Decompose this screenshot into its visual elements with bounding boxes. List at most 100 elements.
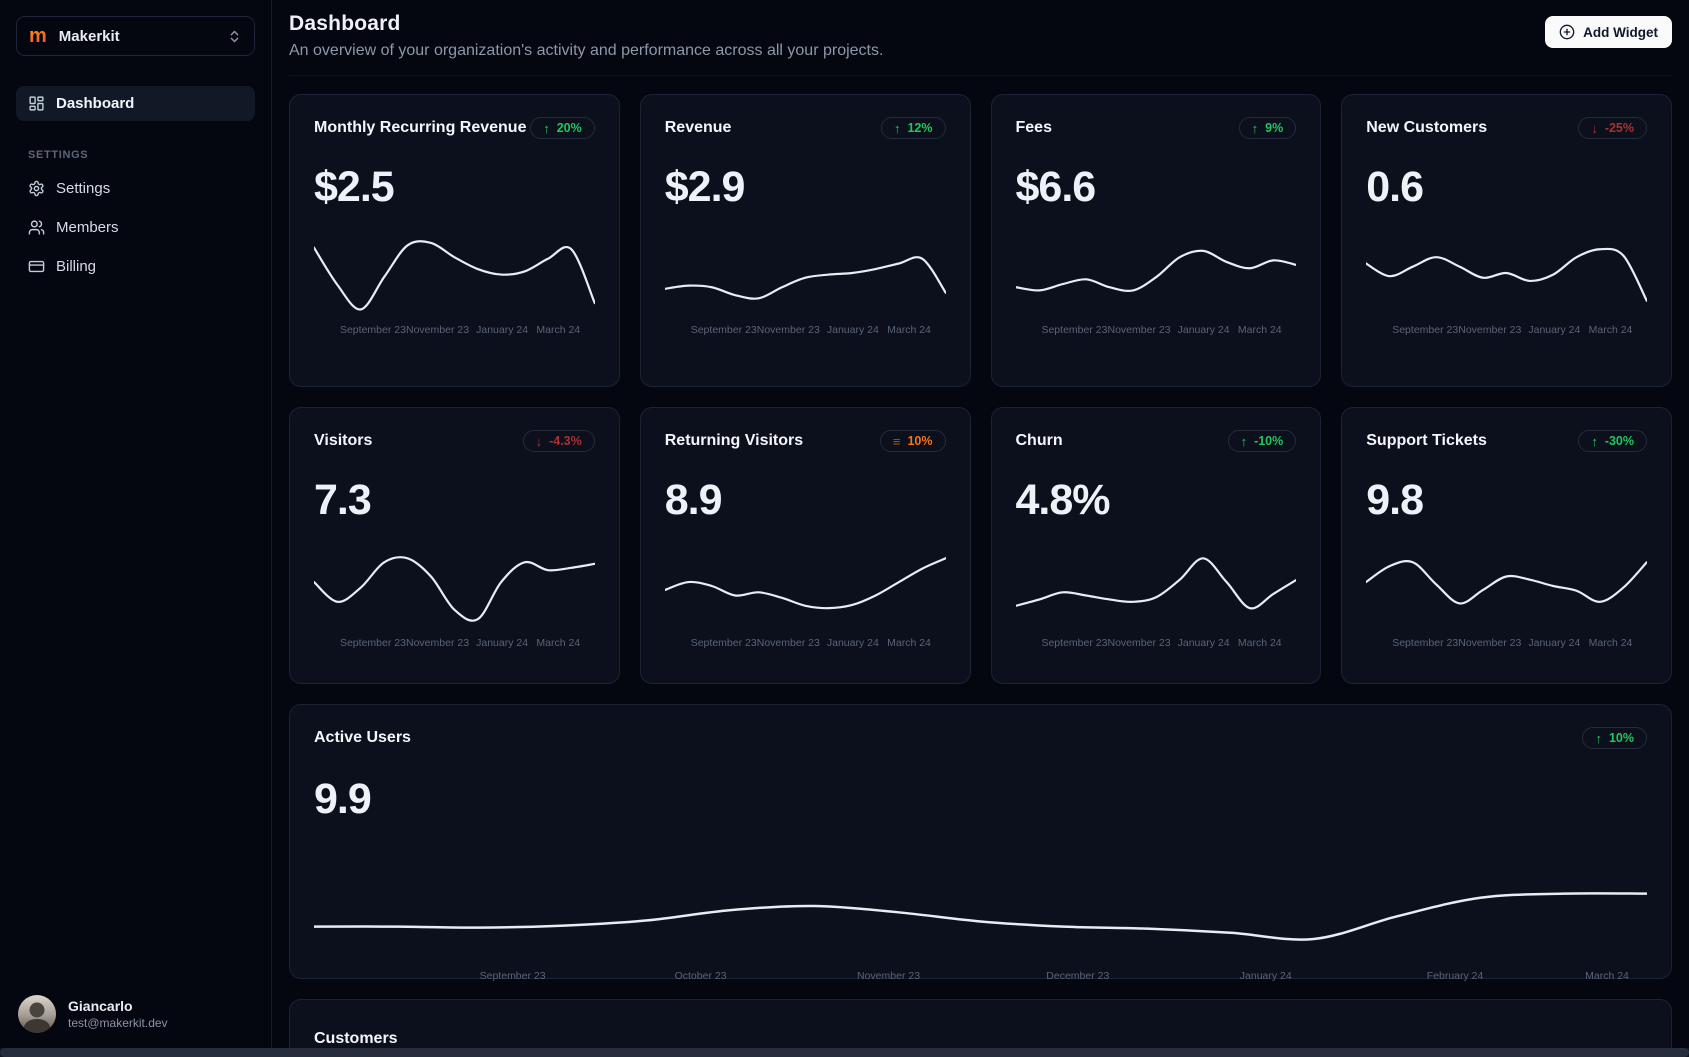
horizontal-scrollbar[interactable] [0, 1048, 1689, 1057]
plus-circle-icon [1559, 24, 1575, 40]
trend-up-icon: ↑ [1251, 120, 1259, 136]
page-subtitle: An overview of your organization's activ… [289, 42, 884, 59]
user-name: Giancarlo [68, 998, 133, 1014]
x-axis-tick-label: January 24 [826, 637, 879, 649]
sidebar-item-label: Members [56, 219, 119, 236]
layout-dashboard-icon [28, 95, 45, 112]
x-axis-tick-label: November 23 [406, 637, 470, 649]
x-axis-labels: September 23 November 23 January 24 March 2… [314, 637, 595, 651]
x-axis-tick-label: January 24 [476, 324, 529, 336]
workspace-name: Makerkit [58, 27, 120, 45]
x-axis-tick-label: November 23 [1458, 324, 1522, 336]
trend-up-icon: ↑ [1240, 433, 1248, 449]
sparkline-chart [314, 543, 595, 629]
sidebar-item-dashboard[interactable]: Dashboard [16, 86, 255, 121]
card-title: Returning Visitors [664, 432, 804, 449]
credit-card-icon [28, 258, 45, 275]
x-axis-tick-label: September 23 [1041, 324, 1108, 336]
workspace-selector[interactable]: m Makerkit [16, 16, 255, 56]
x-axis-labels: September 23 November 23 January 24 March 2… [1366, 637, 1647, 651]
x-axis-tick-label: September 23 [1392, 637, 1459, 649]
card-title: Support Tickets [1366, 432, 1487, 449]
trend-badge: ↓ -25% [1578, 117, 1647, 139]
sparkline-chart [1016, 543, 1297, 629]
x-axis-labels: September 23 November 23 January 24 March 2… [1366, 324, 1647, 338]
x-axis-tick-label: March 24 [887, 637, 931, 649]
trend-badge: ↓ -4.3% [522, 430, 595, 452]
users-icon [28, 219, 45, 236]
user-profile[interactable]: Giancarlo test@makerkit.dev [16, 993, 255, 1035]
page-header: Dashboard An overview of your organizati… [289, 0, 1672, 76]
x-axis-tick-label: January 24 [1177, 637, 1230, 649]
trend-up-icon: ↑ [1595, 730, 1602, 746]
widgets-grid: Monthly Recurring Revenue ↑ 20% $2.5 Sep… [289, 94, 1672, 1057]
trend-badge: ↑ 9% [1238, 117, 1297, 139]
user-text: Giancarlo test@makerkit.dev [68, 998, 168, 1030]
active-users-chart [314, 850, 1647, 962]
card-title: Visitors [314, 432, 373, 449]
x-axis-labels: September 23 October 23 November 23 Decembe… [314, 970, 1647, 984]
card-value: 0.6 [1366, 163, 1424, 211]
trend-neutral-icon: ≡ [892, 433, 901, 449]
trend-down-icon: ↓ [1591, 120, 1598, 136]
x-axis-tick-label: March 24 [1237, 324, 1282, 336]
x-axis-tick-label: November 23 [406, 324, 470, 336]
card-value: 4.8% [1015, 476, 1111, 524]
sparkline-chart [1016, 230, 1297, 316]
trend-badge: ↑ 20% [530, 117, 595, 139]
trend-badge: ≡ 10% [879, 430, 946, 452]
x-axis-tick-label: September 23 [339, 637, 406, 649]
x-axis-tick-label: November 23 [756, 637, 820, 649]
x-axis-labels: September 23 November 23 January 24 March 2… [665, 324, 946, 338]
trend-value: 9% [1265, 121, 1284, 135]
gear-icon [28, 180, 45, 197]
sparkline-chart [665, 543, 946, 629]
sparkline-chart [314, 230, 595, 316]
trend-value: 10% [907, 434, 933, 448]
x-axis-tick-label: December 23 [1046, 970, 1110, 982]
makerkit-logo-icon: m [29, 25, 47, 47]
sidebar-item-settings[interactable]: Settings [16, 171, 255, 206]
x-axis-tick-label: January 24 [1528, 324, 1581, 336]
sidebar-nav: Dashboard [16, 86, 255, 121]
sidebar-item-billing[interactable]: Billing [16, 249, 255, 284]
trend-badge: ↑ -10% [1227, 430, 1297, 452]
x-axis-tick-label: March 24 [536, 637, 581, 649]
x-axis-labels: September 23 November 23 January 24 March 2… [1016, 637, 1297, 651]
sidebar-item-label: Billing [56, 258, 97, 275]
stat-card-active-users: Active Users ↑ 10% 9.9 September 23 Octob… [289, 704, 1672, 982]
trend-up-icon: ↑ [1591, 433, 1598, 449]
card-title: Fees [1015, 119, 1052, 136]
card-value: 9.8 [1366, 476, 1424, 524]
trend-badge: ↑ 12% [880, 117, 946, 139]
trend-badge: ↑ 10% [1582, 727, 1647, 749]
add-widget-button[interactable]: Add Widget [1545, 16, 1672, 48]
trend-value: -4.3% [549, 434, 582, 448]
trend-value: -25% [1604, 121, 1634, 135]
x-axis-tick-label: March 24 [1588, 324, 1633, 336]
x-axis-tick-label: March 24 [1237, 637, 1282, 649]
sidebar-settings-nav: Settings Members Billing [16, 171, 255, 284]
x-axis-tick-label: February 24 [1426, 970, 1484, 982]
scrollbar-thumb[interactable] [0, 1048, 1689, 1057]
x-axis-tick-label: September 23 [479, 970, 546, 982]
x-axis-tick-label: September 23 [339, 324, 406, 336]
trend-up-icon: ↑ [543, 120, 550, 136]
card-value: $6.6 [1015, 163, 1097, 211]
x-axis-tick-label: September 23 [690, 637, 757, 649]
x-axis-tick-label: November 23 [756, 324, 820, 336]
sidebar: m Makerkit Dashboard SETTINGS Settings M… [0, 0, 272, 1057]
page-header-text: Dashboard An overview of your organizati… [289, 12, 883, 60]
x-axis-tick-label: January 24 [1239, 970, 1292, 982]
x-axis-tick-label: March 24 [1585, 970, 1629, 982]
card-value: $2.9 [664, 163, 746, 211]
sparkline-chart [1366, 230, 1647, 316]
x-axis-tick-label: January 24 [1528, 637, 1581, 649]
trend-value: 10% [1608, 731, 1634, 745]
x-axis-tick-label: March 24 [887, 324, 931, 336]
trend-value: -10% [1254, 434, 1284, 448]
card-value: $2.5 [314, 163, 395, 211]
sidebar-item-label: Dashboard [56, 95, 135, 112]
x-axis-tick-label: March 24 [536, 324, 581, 336]
sidebar-item-members[interactable]: Members [16, 210, 255, 245]
